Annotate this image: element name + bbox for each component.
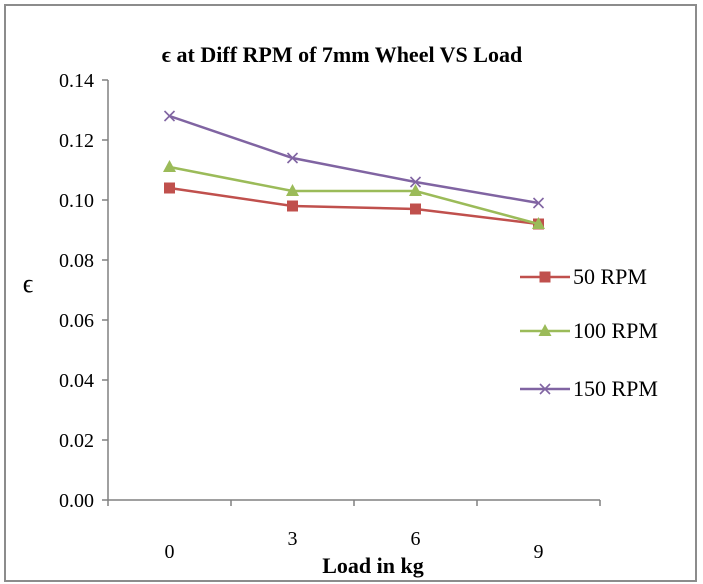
data-point bbox=[164, 182, 175, 194]
y-tick-labels: 0.00 0.02 0.04 0.06 0.08 0.10 0.12 0.14 bbox=[59, 70, 108, 512]
legend: 50 RPM 100 RPM 150 RPM bbox=[520, 264, 658, 401]
data-point bbox=[286, 184, 299, 196]
legend-label: 100 RPM bbox=[573, 318, 658, 343]
chart-title: ϵ at Diff RPM of 7mm Wheel VS Load bbox=[162, 42, 522, 67]
legend-item: 50 RPM bbox=[520, 264, 647, 289]
legend-label: 150 RPM bbox=[573, 376, 658, 401]
legend-marker bbox=[539, 271, 551, 283]
data-point bbox=[163, 160, 176, 172]
data-point bbox=[163, 110, 176, 122]
legend-marker bbox=[539, 383, 551, 395]
legend-item: 100 RPM bbox=[520, 318, 658, 343]
data-point bbox=[287, 200, 298, 212]
data-point bbox=[409, 184, 422, 196]
legend-item: 150 RPM bbox=[520, 376, 658, 401]
y-tick-label: 0.10 bbox=[59, 190, 94, 212]
series-line bbox=[169, 186, 539, 226]
legend-label: 50 RPM bbox=[573, 264, 647, 289]
data-point bbox=[532, 197, 545, 209]
series-layer bbox=[163, 110, 545, 230]
series-150-rpm bbox=[163, 110, 545, 209]
x-tick-label: 6 bbox=[411, 528, 421, 550]
series-line bbox=[169, 165, 539, 226]
y-tick-label: 0.02 bbox=[59, 430, 94, 452]
y-tick-label: 0.06 bbox=[59, 310, 94, 332]
x-axis-label: Load in kg bbox=[322, 553, 424, 578]
series-50-rpm bbox=[164, 182, 544, 230]
chart-frame bbox=[4, 4, 697, 582]
y-tick-label: 0.08 bbox=[59, 250, 94, 272]
data-point bbox=[409, 176, 422, 188]
data-point bbox=[286, 152, 299, 164]
data-point bbox=[532, 217, 545, 229]
legend-marker bbox=[538, 324, 552, 336]
y-axis-label: ϵ bbox=[23, 269, 34, 298]
x-tick-labels: 0 3 6 9 bbox=[107, 500, 601, 563]
series-100-rpm bbox=[163, 160, 545, 229]
x-tick-label: 0 bbox=[165, 541, 175, 563]
x-tick-label: 3 bbox=[288, 528, 298, 550]
y-tick-label: 0.14 bbox=[59, 70, 94, 92]
x-tick-label: 9 bbox=[534, 541, 544, 563]
data-point bbox=[410, 203, 421, 215]
series-line bbox=[169, 114, 539, 205]
y-tick-label: 0.00 bbox=[59, 490, 94, 512]
y-tick-label: 0.12 bbox=[59, 130, 94, 152]
y-tick-label: 0.04 bbox=[59, 370, 94, 392]
